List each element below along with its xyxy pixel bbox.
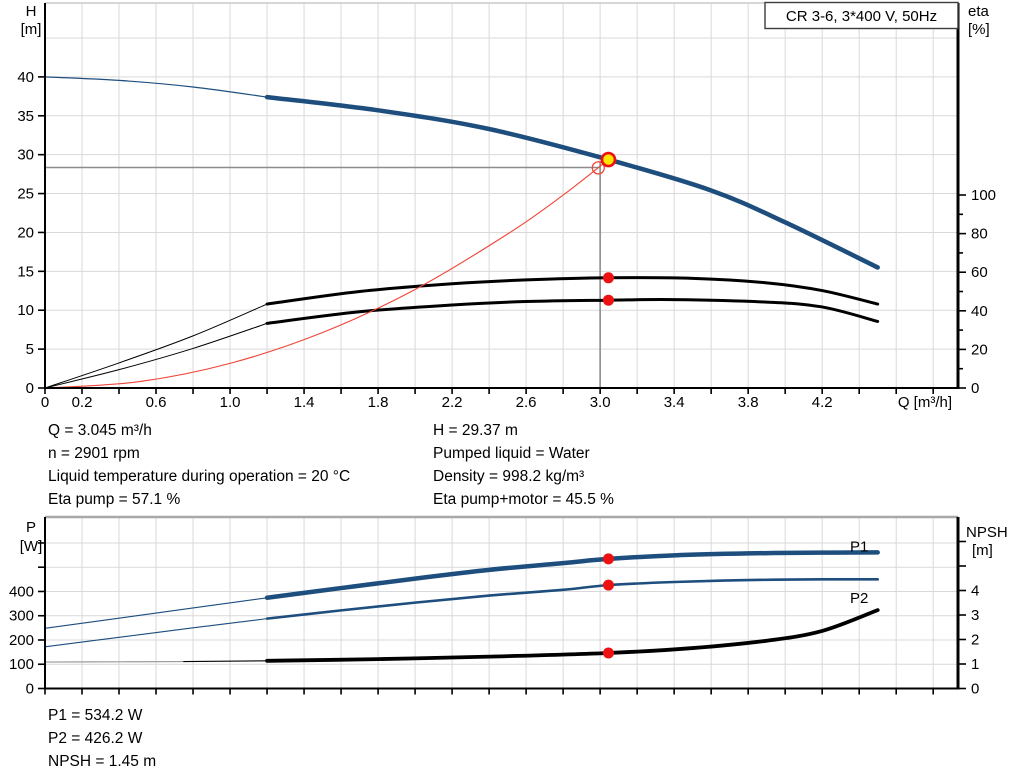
tick-label-x: 1.0 [220,394,241,411]
result-line-p2: P2 = 426.2 W [48,730,143,747]
tick-label-right: 20 [971,341,988,358]
operating-point-dot [602,553,614,565]
tick-label-left: 5 [26,341,34,358]
tick-label-left: 30 [17,147,34,164]
series-H-curve-thin [44,76,268,98]
tick-label-x: 4.2 [812,394,833,411]
series-P1 [264,550,880,601]
tick-label-right: 40 [971,303,988,320]
series-label-P1: P1 [850,538,868,555]
qh-eta-chart: 0 5 10 15 20 25 30 35 40 0 20 40 60 80 100 0 0.2 0.6 1.0 1.… [17,1,996,411]
info-line-temp: Liquid temperature during operation = 20… [48,468,351,485]
tick-label-x: 0.6 [146,394,167,411]
tick-label-right: 3 [971,607,979,624]
series-label-P2: P2 [850,590,868,607]
info-line-liquid: Pumped liquid = Water [433,445,590,462]
results-panel: P1 = 534.2 W P2 = 426.2 W NPSH = 1.45 m [48,704,156,773]
tick-label-left: 0 [26,380,34,397]
tick-label-right: 4 [971,583,979,600]
tick-label-x: 1.4 [294,394,315,411]
tick-label-right: 60 [971,264,988,281]
tick-label-left: 400 [9,583,34,600]
info-line-h: H = 29.37 m [433,422,518,439]
info-panel-right: H = 29.37 m Pumped liquid = Water Densit… [433,419,614,511]
tick-label-right: 1 [971,656,979,673]
left-axis-title: P [26,519,36,536]
tick-label-left: 20 [17,224,34,241]
info-line-density: Density = 998.2 kg/m³ [433,468,585,485]
tick-label-x: 3.8 [738,394,759,411]
requested-duty-circle [591,161,605,175]
x-axis-title: Q [m³/h] [898,394,952,411]
info-line-eta-pm: Eta pump+motor = 45.5 % [433,491,614,508]
tick-label-left: 200 [9,632,34,649]
left-axis-unit: [m] [21,21,42,38]
right-axis-unit: [%] [968,21,990,38]
info-line-q: Q = 3.045 m³/h [48,422,152,439]
tick-label-left: 0 [26,681,34,698]
result-line-npsh: NPSH = 1.45 m [48,753,157,770]
tick-label-left: 25 [17,186,34,203]
info-line-eta: Eta pump = 57.1 % [48,491,181,508]
series-NPSH-thin [183,660,268,663]
tick-label-right: 0 [971,681,979,698]
tick-label-x: 2.6 [516,394,537,411]
right-axis-unit: [m] [972,542,993,559]
tick-label-left: 300 [9,608,34,625]
tick-label-right: 100 [971,187,996,204]
tick-label-left: 15 [17,263,34,280]
series-H-curve [264,94,880,270]
left-axis-title: H [26,3,37,20]
chart-title: CR 3-6, 3*400 V, 50Hz [786,8,937,25]
tick-label-right: 2 [971,632,979,649]
operating-point-dot [602,294,614,306]
series-NPSH [265,608,880,663]
tick-label-left: 100 [9,656,34,673]
series-system-curve [44,159,610,389]
tick-label-x: 3.0 [590,394,611,411]
tick-label-right: 0 [971,380,979,397]
info-line-n: n = 2901 rpm [48,445,140,462]
series-P1-thin [44,597,268,629]
operating-point-dot [602,579,614,591]
duty-point-marker [600,151,617,168]
tick-label-x: 3.4 [664,394,685,411]
series-eta-pump-thin [44,303,268,389]
tick-label-x: 0.2 [72,394,93,411]
result-line-p1: P1 = 534.2 W [48,707,143,724]
tick-label-left: 10 [17,302,34,319]
series-P2-thin [44,618,268,648]
tick-label-right: 80 [971,226,988,243]
tick-label-x: 2.2 [442,394,463,411]
right-axis-title: NPSH [966,524,1008,541]
tick-label-left: 40 [17,69,34,86]
series-eta-pump-motor-thin [44,322,268,389]
left-axis-unit: [W] [20,538,43,555]
right-axis-title: eta [968,3,990,20]
series-eta-pump [265,276,880,306]
tick-label-x: 1.8 [368,394,389,411]
tick-label-left: 35 [17,108,34,125]
tick-label-x: 0 [41,394,49,411]
operating-point-dot [602,272,614,284]
power-npsh-chart: P1 P2 0 100 200 300 400 0 1 2 3 4 P [W] NPSH[m] [9,515,1008,698]
operating-point-dot [602,647,614,659]
series-P2 [265,577,879,620]
title-box [764,1,959,30]
info-panel-left: Q = 3.045 m³/h n = 2901 rpm Liquid tempe… [48,419,350,511]
series-eta-pump-motor [265,298,880,325]
